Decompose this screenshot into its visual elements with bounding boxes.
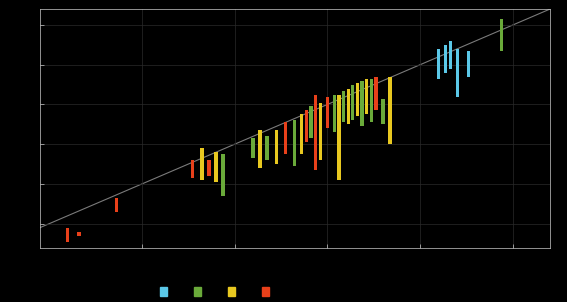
Bar: [300, 114, 303, 154]
Legend: , , , : , , ,: [159, 287, 272, 297]
Bar: [374, 77, 378, 111]
Bar: [500, 19, 503, 51]
Bar: [361, 81, 364, 126]
Bar: [333, 95, 336, 132]
Bar: [370, 79, 373, 122]
Bar: [356, 83, 359, 117]
Bar: [66, 228, 69, 242]
Bar: [456, 49, 459, 97]
Bar: [78, 232, 81, 236]
Bar: [191, 160, 194, 178]
Bar: [284, 122, 287, 154]
Bar: [382, 98, 384, 124]
Bar: [214, 152, 218, 182]
Bar: [325, 97, 329, 128]
Bar: [259, 130, 261, 168]
Bar: [221, 154, 225, 196]
Bar: [293, 120, 297, 166]
Bar: [337, 95, 341, 180]
Bar: [274, 130, 278, 164]
Bar: [351, 85, 354, 120]
Bar: [319, 102, 322, 160]
Bar: [115, 198, 118, 212]
Bar: [388, 77, 392, 144]
Bar: [444, 45, 447, 73]
Bar: [467, 51, 471, 77]
Bar: [310, 107, 312, 138]
Bar: [346, 88, 350, 124]
Bar: [365, 79, 369, 114]
Bar: [251, 138, 255, 158]
Bar: [201, 148, 204, 180]
Bar: [437, 49, 440, 79]
Bar: [342, 91, 345, 122]
Bar: [208, 160, 210, 176]
Bar: [305, 111, 308, 142]
Bar: [448, 41, 452, 69]
Bar: [314, 95, 318, 170]
Bar: [265, 136, 269, 160]
